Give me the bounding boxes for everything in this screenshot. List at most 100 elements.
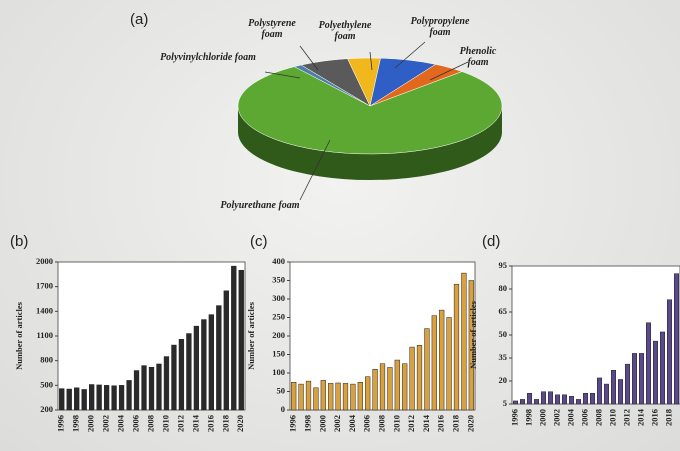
bar xyxy=(562,394,567,405)
y-tick-label: 1400 xyxy=(36,305,53,315)
bar xyxy=(96,384,102,411)
x-tick-label: 1996 xyxy=(56,415,66,432)
bar xyxy=(590,393,595,405)
y-axis-label: Number of articles xyxy=(14,301,24,370)
y-tick-label: 65 xyxy=(499,306,508,316)
x-tick-label: 2006 xyxy=(130,415,140,432)
bar xyxy=(141,365,147,411)
leader-line xyxy=(429,61,469,81)
x-tick-label: 2002 xyxy=(332,415,342,432)
bar xyxy=(372,369,378,411)
y-tick-label: 300 xyxy=(272,293,285,303)
bar xyxy=(667,299,672,405)
panel-label: (b) xyxy=(10,233,28,250)
bar xyxy=(365,376,371,411)
x-tick-label: 2010 xyxy=(391,415,401,432)
y-tick-label: 150 xyxy=(272,348,285,358)
bar xyxy=(534,399,539,405)
bar xyxy=(357,382,363,411)
slice-label: Polyurethane foam xyxy=(220,200,300,211)
bar xyxy=(238,269,244,411)
slice-label: Polyvinylchloride foam xyxy=(160,52,256,63)
bar xyxy=(409,346,415,411)
bar xyxy=(387,367,393,411)
bar xyxy=(74,387,80,411)
bar xyxy=(520,399,525,405)
slice-label-box: Phenolic foam xyxy=(460,46,497,68)
bar xyxy=(208,314,214,411)
bar xyxy=(646,322,651,405)
x-tick-label: 2016 xyxy=(649,409,659,426)
panel-label: (c) xyxy=(250,233,268,250)
bar xyxy=(148,366,155,411)
bar xyxy=(156,363,162,411)
x-tick-label: 2008 xyxy=(593,409,603,426)
bar xyxy=(555,394,560,405)
x-tick-label: 1998 xyxy=(523,409,533,426)
bar xyxy=(618,379,623,405)
slice-label-box: Polystyrene foam xyxy=(248,18,296,40)
bar xyxy=(653,340,658,405)
bar xyxy=(313,387,319,411)
pie-side xyxy=(238,106,502,180)
x-tick-label: 2018 xyxy=(450,415,460,432)
slice-label-box: Polyvinylchloride foam xyxy=(160,52,256,63)
bar xyxy=(468,280,474,411)
y-tick-label: 100 xyxy=(272,367,285,377)
y-tick-label: 0 xyxy=(281,404,285,414)
bar xyxy=(541,391,546,405)
bar xyxy=(597,377,602,405)
bar xyxy=(513,400,518,405)
bar xyxy=(416,345,423,411)
y-tick-label: 400 xyxy=(272,256,285,266)
bar xyxy=(576,399,581,405)
bar xyxy=(201,319,207,411)
x-tick-label: 2004 xyxy=(116,414,126,432)
leader-line xyxy=(299,139,331,201)
bar xyxy=(231,265,237,411)
bar xyxy=(186,333,192,411)
y-axis-label: Number of articles xyxy=(468,300,478,369)
bar xyxy=(527,393,532,405)
x-tick-label: 2004 xyxy=(347,414,357,432)
bar xyxy=(320,380,326,411)
x-tick-label: 2014 xyxy=(635,408,645,426)
panel-label: (a) xyxy=(130,11,148,28)
y-tick-label: 80 xyxy=(499,283,508,293)
y-tick-label: 35 xyxy=(499,352,508,362)
x-tick-label: 2008 xyxy=(376,415,386,432)
x-tick-label: 2018 xyxy=(663,409,673,426)
slice-label: Polystyrene foam xyxy=(248,18,296,40)
bar xyxy=(111,385,117,411)
plot-area xyxy=(511,265,680,405)
bar xyxy=(178,339,185,411)
x-tick-label: 1996 xyxy=(509,409,519,426)
bar xyxy=(583,393,588,405)
x-tick-label: 2014 xyxy=(190,414,200,432)
bar xyxy=(328,383,334,411)
bar xyxy=(611,370,616,405)
bar xyxy=(163,356,170,411)
slice-label-box: Polyurethane foam xyxy=(220,200,300,211)
bar xyxy=(402,363,408,411)
slice-label: Polyethylene foam xyxy=(318,20,372,42)
bar xyxy=(103,385,110,411)
bar xyxy=(439,309,445,411)
x-tick-label: 2002 xyxy=(551,409,561,426)
bar xyxy=(118,385,125,411)
bar xyxy=(604,383,609,405)
panel-label: (d) xyxy=(482,233,500,250)
x-tick-label: 2016 xyxy=(205,415,215,432)
bar xyxy=(431,315,437,411)
x-tick-label: 2020 xyxy=(235,415,245,432)
bar xyxy=(639,353,644,405)
y-axis-label: Number of articles xyxy=(246,301,256,370)
bar xyxy=(461,272,467,411)
y-tick-label: 20 xyxy=(499,375,508,385)
x-tick-label: 2012 xyxy=(621,409,631,426)
bar xyxy=(342,383,349,411)
bar xyxy=(89,384,95,411)
bar xyxy=(305,380,312,411)
bar xyxy=(350,383,356,411)
